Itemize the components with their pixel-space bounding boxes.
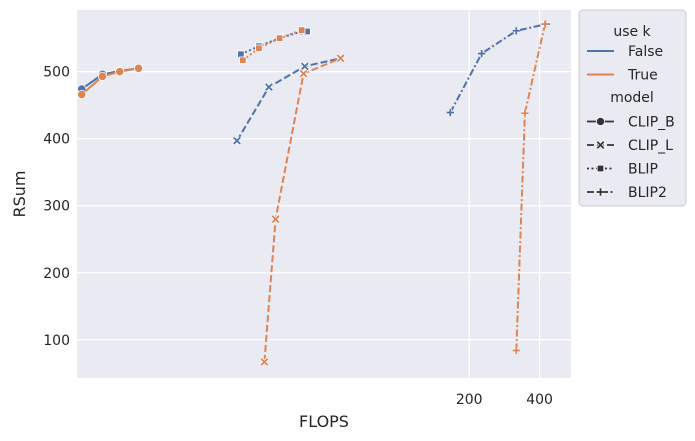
series-line [242,29,303,62]
series-line [515,23,546,351]
series-clip-l-usek-true [259,53,345,367]
data-point [336,53,345,63]
marker-stroke [541,20,549,28]
marker-stroke [521,109,529,117]
legend-label-true: True [627,68,658,84]
data-point [133,63,144,73]
marker-stroke [260,358,269,366]
legend-marker-clip-l [596,140,605,150]
y-tick-label: 400 [43,132,70,148]
legend-label-false: False [628,44,663,60]
tick-labels: 100 200 300 400 500 200 400 [43,65,553,408]
data-point [299,69,308,79]
series-layer [77,20,550,367]
data-point [264,82,274,92]
marker-stroke [478,49,486,58]
data-point [512,346,520,355]
y-tick-label: 100 [43,333,70,349]
data-point [237,50,245,58]
series-blip2-usek-true [512,20,549,355]
y-tick-label: 500 [43,65,70,81]
data-point [255,44,263,52]
legend-label-blip2: BLIP2 [628,185,667,201]
marker-stroke [271,215,280,223]
legend-title-use-k: use k [613,24,651,40]
series-line [236,57,341,142]
legend-title-model: model [610,90,654,106]
data-point [478,49,486,58]
data-point [232,136,242,146]
marker-stroke [512,346,520,355]
data-point [446,108,454,117]
data-point [275,34,284,42]
series-line [449,23,547,114]
marker-stroke [446,108,454,117]
legend-label-clip-l: CLIP_L [628,138,673,154]
legend-label-clip-b: CLIP_B [628,115,675,131]
marker-stroke [512,27,520,35]
marker-stroke [233,136,241,145]
data-point [77,89,87,100]
y-axis-label: RSum [10,171,29,218]
data-point [239,56,247,64]
legend: use k False True model CLIP_B CLIP_L BLIP BLIP2 [578,9,687,207]
legend-label-blip: BLIP [628,162,658,178]
data-point [97,71,108,81]
x-tick-label: 200 [456,392,483,408]
legend-marker-clip-b [595,116,606,127]
data-point [541,20,549,28]
data-point [300,61,310,71]
grid-lines [77,10,571,378]
data-point [297,26,306,34]
x-axis-label: FLOPS [299,412,349,431]
marker-stroke [596,141,605,149]
data-point [512,27,520,35]
marker-stroke [336,54,345,63]
x-tick-label: 400 [526,392,553,408]
data-point [259,357,269,367]
data-point [115,67,125,77]
data-point [271,214,280,224]
series-clip-b-usek-true [77,63,144,100]
legend-marker-blip2 [596,188,605,196]
series-line [263,57,341,362]
series-line [81,67,139,96]
legend-marker-blip [596,164,605,173]
marker-stroke [300,62,309,71]
data-point [521,109,529,117]
y-tick-label: 200 [43,266,70,282]
series-blip-usek-true [239,26,306,64]
marker-stroke [265,83,273,91]
y-tick-label: 300 [43,199,70,215]
legend-box [578,9,687,207]
marker-stroke [596,188,605,196]
marker-stroke [299,69,308,78]
